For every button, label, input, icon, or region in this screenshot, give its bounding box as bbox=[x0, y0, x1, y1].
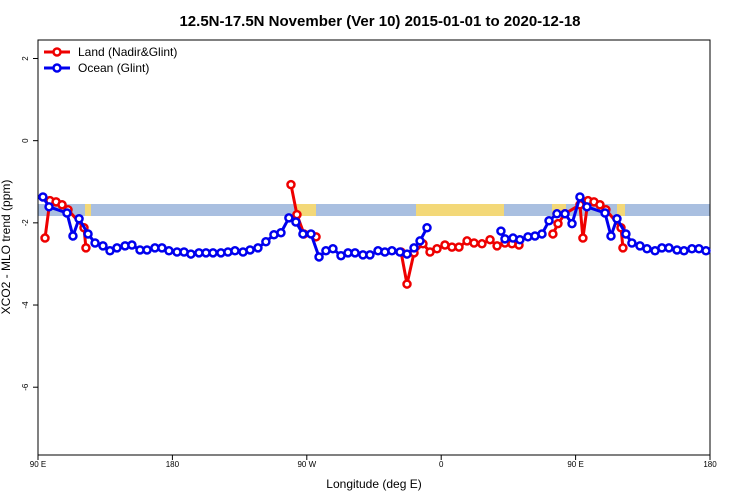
point bbox=[291, 217, 301, 227]
point bbox=[292, 209, 302, 220]
point bbox=[454, 242, 464, 252]
point bbox=[112, 243, 122, 253]
point bbox=[402, 279, 412, 289]
land-patch bbox=[617, 204, 625, 216]
point bbox=[606, 231, 616, 241]
point bbox=[575, 192, 585, 202]
x-tick-label: 180 bbox=[166, 460, 180, 469]
point bbox=[314, 252, 324, 262]
point bbox=[306, 229, 316, 239]
y-axis-label: XCO2 - MLO trend (ppm) bbox=[0, 180, 13, 315]
point bbox=[432, 243, 442, 254]
point bbox=[548, 229, 558, 239]
point bbox=[90, 238, 100, 248]
point bbox=[38, 192, 48, 202]
point bbox=[612, 213, 622, 224]
y-tick-label: -2 bbox=[21, 219, 30, 227]
x-tick-label: 0 bbox=[439, 460, 444, 469]
point bbox=[253, 243, 263, 253]
point bbox=[621, 229, 631, 239]
point bbox=[496, 226, 506, 236]
y-tick-label: -6 bbox=[21, 383, 30, 391]
point bbox=[208, 248, 218, 258]
point bbox=[477, 239, 487, 249]
point bbox=[552, 209, 562, 219]
legend-label: Ocean (Glint) bbox=[78, 61, 149, 75]
point bbox=[567, 218, 577, 229]
y-tick-label: 2 bbox=[21, 56, 30, 61]
point bbox=[164, 246, 174, 256]
point bbox=[365, 250, 375, 260]
point bbox=[492, 241, 502, 251]
point bbox=[544, 216, 554, 226]
point bbox=[62, 208, 72, 218]
point bbox=[387, 246, 397, 256]
x-axis-label: Longitude (deg E) bbox=[326, 477, 421, 491]
point bbox=[578, 233, 588, 243]
point bbox=[230, 246, 240, 256]
land-patch bbox=[85, 204, 91, 216]
point bbox=[425, 247, 435, 257]
point bbox=[127, 240, 137, 250]
legend-label: Land (Nadir&Glint) bbox=[78, 45, 177, 59]
x-tick-label: 180 bbox=[703, 460, 717, 469]
point bbox=[500, 234, 510, 244]
x-tick-label: 90 E bbox=[30, 460, 46, 469]
point bbox=[298, 229, 308, 239]
land-patch bbox=[416, 204, 504, 216]
point bbox=[485, 234, 495, 245]
map-strip bbox=[38, 204, 710, 216]
point bbox=[701, 246, 711, 256]
point bbox=[245, 245, 255, 255]
point bbox=[284, 213, 294, 223]
point bbox=[627, 238, 637, 248]
point bbox=[286, 179, 296, 190]
point bbox=[68, 231, 78, 241]
y-tick-label: -4 bbox=[21, 301, 30, 309]
point bbox=[618, 243, 628, 253]
legend-marker bbox=[52, 63, 62, 73]
x-tick-label: 90 E bbox=[567, 460, 583, 469]
chart-title: 12.5N-17.5N November (Ver 10) 2015-01-01… bbox=[179, 13, 580, 30]
point bbox=[595, 200, 605, 210]
plot-frame bbox=[37, 39, 711, 456]
point bbox=[83, 229, 93, 239]
point bbox=[186, 249, 196, 259]
point bbox=[350, 248, 360, 258]
x-tick-label: 90 W bbox=[297, 460, 316, 469]
point bbox=[553, 218, 563, 229]
point bbox=[44, 202, 54, 212]
point bbox=[261, 236, 271, 247]
point bbox=[469, 238, 479, 248]
point bbox=[664, 243, 674, 253]
point bbox=[57, 200, 67, 210]
point bbox=[81, 243, 91, 253]
point bbox=[415, 236, 425, 246]
point bbox=[98, 241, 108, 251]
point bbox=[40, 233, 50, 243]
point bbox=[537, 229, 547, 239]
point bbox=[642, 243, 652, 254]
point bbox=[402, 249, 412, 259]
point bbox=[276, 227, 286, 238]
point bbox=[409, 243, 419, 253]
point bbox=[582, 202, 592, 212]
legend-marker bbox=[52, 47, 62, 57]
y-tick-label: 0 bbox=[21, 138, 30, 143]
point bbox=[328, 243, 338, 254]
point bbox=[679, 246, 689, 256]
point bbox=[600, 208, 610, 218]
point bbox=[560, 209, 570, 219]
point bbox=[74, 213, 84, 224]
ocean-strip bbox=[38, 204, 710, 216]
point bbox=[422, 223, 432, 233]
point bbox=[142, 245, 152, 255]
point bbox=[515, 234, 525, 245]
